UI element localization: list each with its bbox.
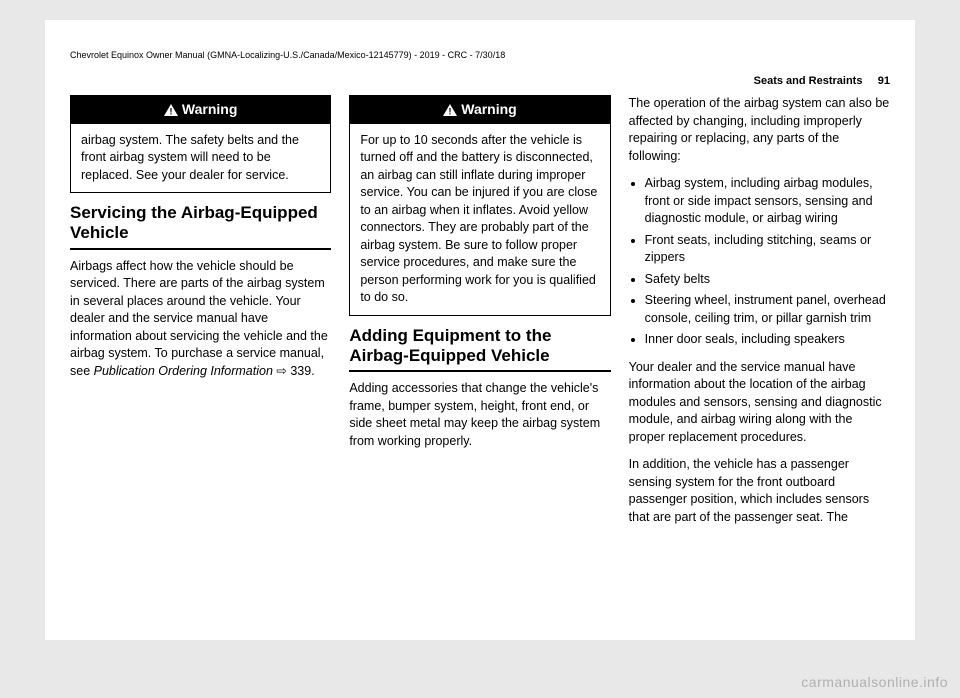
col3-passenger-sensing: In addition, the vehicle has a passenger…: [629, 456, 890, 526]
page-header: Seats and Restraints 91: [70, 75, 890, 95]
column-3: The operation of the airbag system can a…: [629, 95, 890, 536]
publication-link: Publication Ordering Information: [94, 364, 273, 378]
content-columns: ! Warning airbag system. The safety belts…: [70, 95, 890, 536]
section-name: Seats and Restraints: [754, 75, 863, 87]
list-item: Front seats, including stitching, seams …: [645, 232, 890, 267]
list-item: Inner door seals, including speakers: [645, 331, 890, 349]
header-meta: Chevrolet Equinox Owner Manual (GMNA-Loc…: [70, 50, 890, 60]
warning-box-2: ! Warning For up to 10 seconds after the …: [349, 95, 610, 316]
section-title-servicing: Servicing the Airbag-Equipped Vehicle: [70, 203, 331, 250]
svg-text:!: !: [169, 107, 172, 117]
servicing-text-a: Airbags affect how the vehicle should be…: [70, 259, 328, 378]
warning-box-1: ! Warning airbag system. The safety belts…: [70, 95, 331, 193]
warning-body-1: airbag system. The safety belts and the …: [71, 124, 330, 193]
column-2: ! Warning For up to 10 seconds after the …: [349, 95, 610, 536]
warning-header-1: ! Warning: [71, 96, 330, 124]
publication-ref: ⇨ 339.: [273, 364, 315, 378]
warning-triangle-icon: !: [164, 104, 178, 116]
warning-body-2: For up to 10 seconds after the vehicle i…: [350, 124, 609, 315]
col3-dealer-info: Your dealer and the service manual have …: [629, 359, 890, 447]
col3-intro: The operation of the airbag system can a…: [629, 95, 890, 165]
section-title-adding: Adding Equipment to the Airbag-Equipped …: [349, 326, 610, 373]
warning-label-2: Warning: [461, 101, 516, 117]
warning-label-1: Warning: [182, 101, 237, 117]
column-1: ! Warning airbag system. The safety belts…: [70, 95, 331, 536]
list-item: Steering wheel, instrument panel, overhe…: [645, 292, 890, 327]
warning-header-2: ! Warning: [350, 96, 609, 124]
watermark: carmanualsonline.info: [801, 674, 948, 690]
list-item: Airbag system, including airbag modules,…: [645, 175, 890, 228]
page-number: 91: [878, 75, 890, 87]
warning-triangle-icon: !: [443, 104, 457, 116]
svg-text:!: !: [449, 107, 452, 117]
list-item: Safety belts: [645, 271, 890, 289]
adding-para: Adding accessories that change the vehic…: [349, 380, 610, 450]
affected-parts-list: Airbag system, including airbag modules,…: [629, 175, 890, 349]
servicing-para: Airbags affect how the vehicle should be…: [70, 258, 331, 381]
manual-page: Chevrolet Equinox Owner Manual (GMNA-Loc…: [45, 20, 915, 640]
